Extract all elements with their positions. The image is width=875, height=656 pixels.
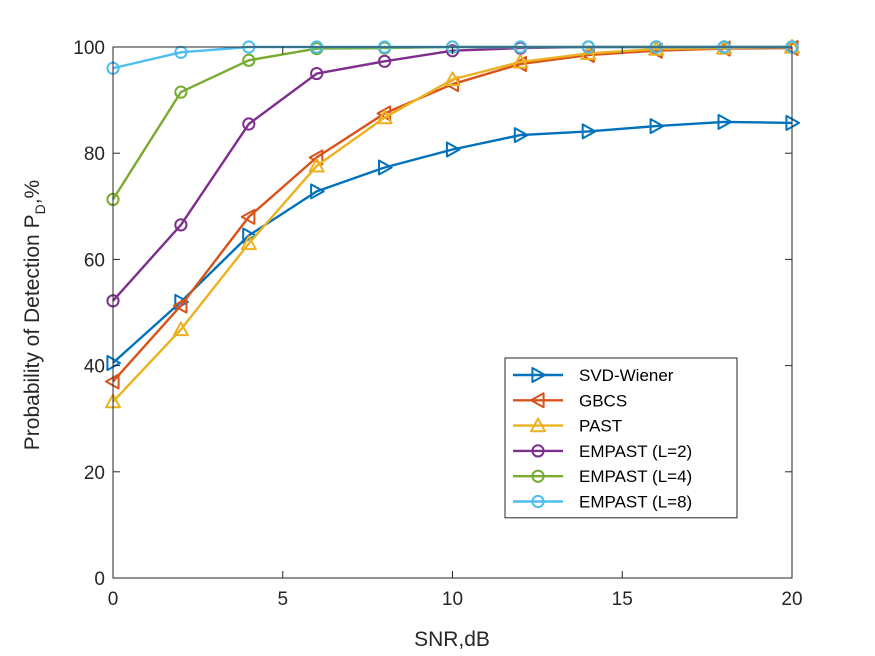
data-point-0-8 (649, 118, 665, 135)
x-tick-label-0: 0 (108, 589, 119, 610)
data-point-2-3 (308, 157, 325, 173)
data-point-3-1 (174, 218, 188, 232)
legend-entry-0: SVD-Wiener (513, 366, 674, 385)
y-axis-label-main: Probability of Detection P (21, 214, 44, 450)
legend-swatch-marker-0 (531, 367, 546, 383)
data-point-1-0 (105, 373, 120, 390)
data-point-2-8 (648, 41, 665, 56)
y-tick-label-4: 80 (84, 144, 105, 165)
legend-box (504, 357, 738, 519)
legend-label-0: SVD-Wiener (579, 366, 674, 385)
data-point-0-10 (785, 114, 800, 131)
legend-swatch-marker-4 (531, 469, 545, 483)
y-axis-label-suffix: ,% (21, 180, 44, 205)
y-axis-label-subscript: D (32, 204, 48, 214)
data-point-1-1 (172, 297, 188, 314)
data-point-0-6 (513, 127, 529, 144)
data-point-0-0 (106, 354, 121, 371)
legend-entry-5: EMPAST (L=8) (513, 493, 692, 512)
x-tick-label-1: 5 (277, 589, 288, 610)
y-tick-label-3: 60 (84, 250, 105, 271)
series-line-0 (112, 120, 793, 364)
legend: SVD-Wiener GBCS PAST EMPAST (L=2) EMPAST (L=… (504, 357, 738, 519)
data-point-2-4 (376, 109, 393, 125)
data-point-0-7 (581, 123, 597, 140)
x-tick-label-3: 15 (612, 589, 633, 610)
legend-entry-4: EMPAST (L=4) (513, 467, 692, 486)
y-axis-label: Probability of Detection PD,% (21, 180, 48, 450)
data-point-3-4 (378, 54, 392, 68)
legend-entry-1: GBCS (513, 391, 627, 410)
legend-label-3: EMPAST (L=2) (579, 442, 692, 461)
y-tick-label-1: 20 (84, 463, 105, 484)
data-point-3-5 (445, 44, 460, 58)
data-point-2-2 (240, 235, 257, 251)
x-tick-label-4: 20 (781, 589, 802, 610)
data-point-2-1 (172, 321, 189, 337)
legend-swatch-marker-3 (531, 444, 545, 458)
x-axis-label: SNR,dB (414, 628, 490, 651)
series-line-2 (112, 45, 793, 403)
x-tick-label-2: 10 (442, 589, 463, 610)
legend-label-4: EMPAST (L=4) (579, 467, 692, 486)
series-0 (106, 113, 800, 371)
legend-swatch-marker-2 (530, 417, 546, 433)
data-point-4-1 (174, 85, 188, 99)
legend-label-1: GBCS (579, 391, 627, 410)
legend-entry-2: PAST (513, 417, 622, 436)
data-point-2-6 (512, 53, 529, 69)
y-tick-label-5: 100 (73, 38, 105, 59)
data-point-2-5 (444, 71, 461, 86)
legend-swatch-marker-5 (531, 494, 545, 509)
tick-labels: 0 5 10 15 20 0 20 40 60 80 100 (73, 38, 802, 610)
legend-entry-3: EMPAST (L=2) (513, 442, 692, 461)
data-point-0-9 (717, 113, 733, 130)
y-tick-label-0: 0 (94, 569, 105, 590)
legend-label-2: PAST (579, 417, 622, 436)
axes (112, 46, 793, 579)
data-point-3-2 (242, 117, 256, 131)
legend-swatch-marker-1 (530, 392, 545, 409)
data-point-1-2 (240, 208, 256, 225)
data-point-0-3 (310, 183, 325, 200)
y-tick-label-2: 40 (84, 357, 105, 378)
data-point-2-7 (580, 45, 597, 60)
data-point-3-3 (310, 66, 324, 81)
legend-label-5: EMPAST (L=8) (579, 493, 692, 512)
data-point-4-2 (242, 53, 256, 67)
data-point-0-5 (445, 141, 461, 158)
data-point-0-4 (378, 159, 393, 176)
